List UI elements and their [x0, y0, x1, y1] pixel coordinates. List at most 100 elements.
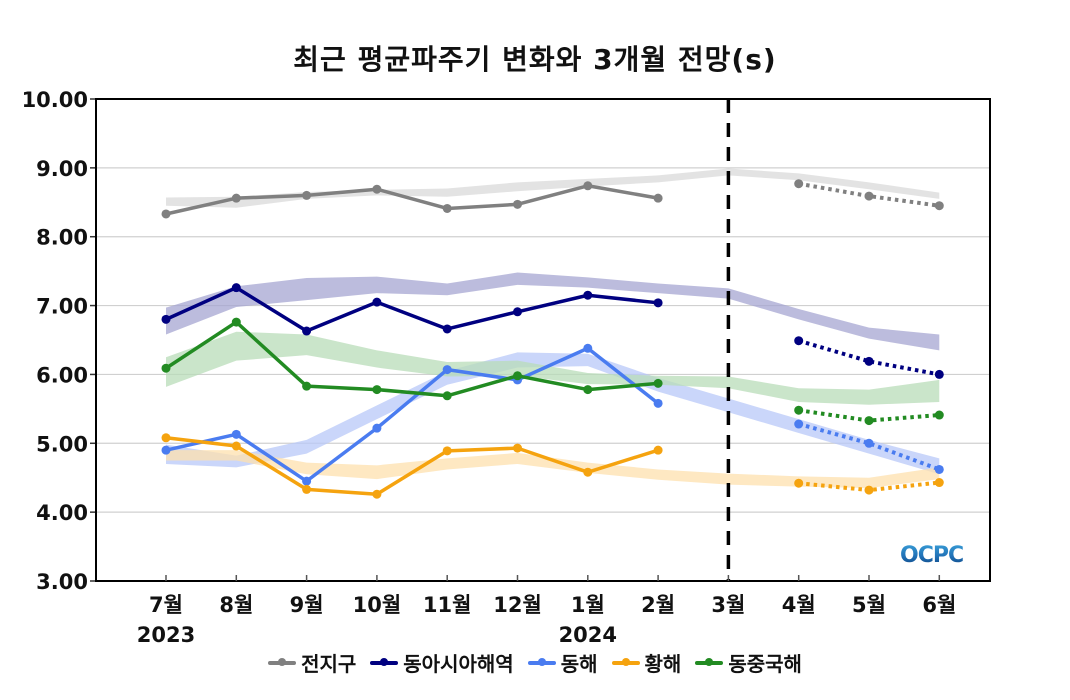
data-point: [372, 184, 382, 194]
data-point: [653, 398, 663, 408]
forecast-point: [934, 464, 944, 474]
legend-item[interactable]: 동해: [527, 648, 598, 677]
legend-item[interactable]: 동아시아해역: [370, 648, 514, 677]
y-tick-label: 4.00: [36, 501, 88, 525]
data-point: [302, 476, 312, 486]
data-point: [442, 446, 452, 456]
data-point: [231, 317, 241, 327]
data-point: [231, 441, 241, 451]
data-point: [653, 445, 663, 455]
x-tick-label: 7월: [149, 593, 183, 617]
legend-label: 동아시아해역: [403, 652, 514, 676]
legend-line-marker-icon: [527, 657, 556, 666]
data-point: [302, 484, 312, 494]
series-line-1: [165, 285, 659, 333]
data-point: [513, 371, 522, 381]
data-point: [442, 203, 452, 213]
chart-legend: 전지구 동아시아해역 동해 황해 동중국해: [0, 648, 1070, 677]
data-point: [513, 199, 522, 209]
band-2: [166, 352, 940, 475]
data-point: [302, 381, 312, 391]
series-line-3: [165, 436, 659, 496]
y-tick-label: 8.00: [36, 226, 88, 250]
data-point: [583, 385, 593, 395]
forecast-point: [864, 191, 874, 201]
forecast-line-2: [798, 422, 940, 472]
band-4: [166, 331, 940, 405]
forecast-point: [794, 405, 804, 415]
legend-label: 황해: [644, 652, 682, 676]
data-point: [302, 190, 312, 200]
forecast-point: [864, 356, 874, 366]
y-tick-label: 9.00: [36, 157, 88, 181]
series-line-0: [165, 184, 659, 216]
forecast-point: [934, 410, 944, 420]
x-tick-label: 9월: [290, 593, 324, 617]
x-tick-label: 2월: [641, 593, 675, 617]
forecast-line-4: [798, 408, 940, 423]
data-point: [442, 365, 452, 375]
series-line-2: [165, 346, 660, 483]
y-tick-label: 3.00: [36, 570, 88, 594]
x-tick-label: 5월: [852, 593, 886, 617]
forecast-point: [934, 201, 944, 211]
legend-item[interactable]: 전지구: [268, 648, 356, 677]
chart-title: 최근 평균파주기 변화와 3개월 전망(s): [293, 43, 777, 76]
data-point: [583, 181, 593, 191]
forecast-point: [794, 179, 804, 189]
series-line-4: [165, 320, 659, 398]
data-point: [372, 385, 382, 395]
data-point: [513, 443, 522, 453]
forecast-point: [864, 485, 874, 495]
data-point: [442, 324, 452, 334]
data-point: [583, 343, 593, 353]
x-tick-label: 4월: [782, 593, 816, 617]
ocpc-logo: OCPC: [900, 543, 964, 568]
data-point: [161, 363, 171, 373]
band-1: [166, 272, 940, 351]
plot-frame: [95, 98, 991, 582]
legend-item[interactable]: 황해: [611, 648, 682, 677]
year-label: 2024: [559, 623, 617, 647]
data-point: [372, 489, 382, 499]
band-0: [166, 168, 940, 208]
data-point: [653, 378, 663, 388]
data-point: [231, 283, 241, 293]
year-label: 2023: [137, 623, 195, 647]
legend-line-marker-icon: [370, 657, 399, 666]
data-point: [372, 297, 382, 307]
data-point: [513, 307, 522, 317]
data-point: [653, 193, 663, 203]
legend-line-marker-icon: [695, 657, 724, 666]
legend-item[interactable]: 동중국해: [695, 648, 802, 677]
legend-label: 동해: [560, 652, 598, 676]
data-point: [442, 391, 452, 401]
x-tick-label: 11월: [423, 593, 472, 617]
data-point: [161, 209, 171, 219]
forecast-line-1: [798, 338, 940, 377]
data-point: [372, 423, 382, 433]
legend-line-marker-icon: [268, 657, 297, 666]
data-point: [653, 298, 663, 308]
band-3: [166, 450, 940, 489]
x-tick-label: 6월: [922, 593, 956, 617]
x-tick-label: 8월: [219, 593, 253, 617]
data-point: [161, 314, 171, 324]
data-point: [302, 326, 312, 336]
x-tick-label: 3월: [711, 593, 745, 617]
data-point: [583, 467, 593, 477]
x-tick-label: 12월: [493, 593, 542, 617]
y-tick-label: 10.00: [22, 88, 88, 112]
legend-label: 동중국해: [728, 652, 802, 676]
x-tick-label: 1월: [571, 593, 605, 617]
x-tick-label: 10월: [353, 593, 402, 617]
data-point: [161, 433, 171, 443]
y-tick-label: 7.00: [36, 295, 88, 319]
forecast-point: [864, 438, 874, 448]
y-tick-label: 6.00: [36, 363, 88, 387]
data-point: [161, 445, 171, 455]
forecast-bands: [166, 168, 940, 489]
forecast-point: [794, 478, 804, 488]
y-tick-label: 5.00: [36, 432, 88, 456]
